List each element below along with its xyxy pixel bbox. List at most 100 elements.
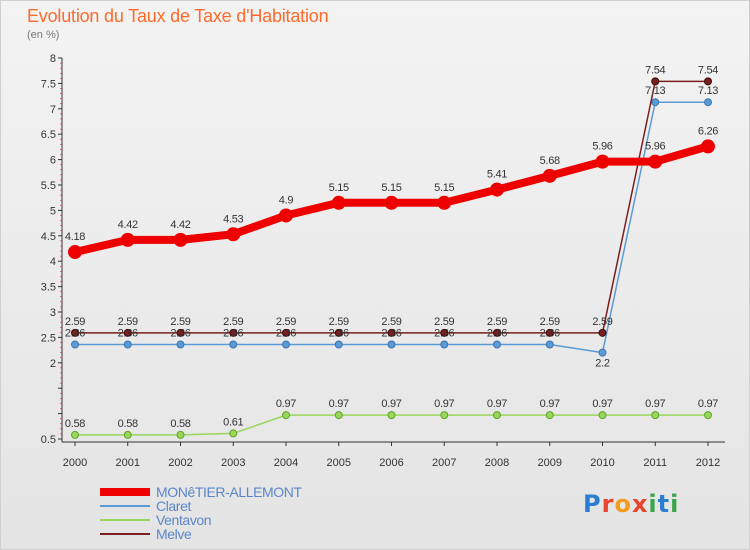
data-label: 4.42	[118, 219, 138, 231]
data-point	[71, 430, 79, 439]
logo-letter: t	[657, 490, 671, 518]
data-point	[651, 77, 660, 86]
data-point	[176, 430, 185, 439]
data-point	[648, 154, 663, 169]
data-point	[440, 340, 449, 349]
logo-letter: o	[614, 490, 632, 518]
data-label: 5.68	[540, 155, 560, 167]
data-label: 2.36	[65, 328, 85, 340]
data-point	[68, 245, 82, 260]
data-point	[701, 139, 715, 154]
data-label: 4.42	[170, 219, 190, 231]
data-label: 5.15	[329, 182, 349, 194]
data-label: 4.53	[223, 213, 243, 225]
data-label: 5.15	[381, 182, 401, 194]
data-point	[598, 411, 607, 420]
data-label: 2.59	[223, 316, 243, 328]
data-label: 0.58	[118, 418, 138, 430]
x-tick-label: 2011	[643, 457, 667, 469]
data-label: 7.54	[698, 64, 718, 76]
data-point	[704, 77, 712, 86]
y-tick-label: 7.5	[41, 78, 56, 90]
y-tick-label: 2	[50, 358, 56, 370]
y-tick-label: 3.5	[41, 282, 56, 294]
legend-label: Claret	[156, 498, 191, 514]
data-label: 2.59	[276, 316, 296, 328]
data-label: 0.97	[329, 398, 349, 410]
data-point	[123, 328, 132, 337]
data-label: 0.97	[592, 398, 612, 410]
data-label: 0.97	[381, 398, 401, 410]
data-label: 7.13	[645, 85, 665, 97]
series-ventavon	[71, 411, 712, 439]
x-tick-label: 2006	[379, 457, 403, 469]
data-point	[331, 195, 346, 210]
data-point	[334, 340, 343, 349]
data-label: 2.59	[329, 316, 349, 328]
data-point	[595, 154, 610, 169]
data-point	[437, 195, 452, 210]
data-label: 2.36	[381, 328, 401, 340]
data-label: 2.36	[276, 328, 296, 340]
data-point	[384, 195, 399, 210]
data-point	[651, 411, 660, 420]
data-point	[279, 208, 293, 223]
data-label: 2.2	[595, 358, 610, 370]
data-label: 2.59	[381, 316, 401, 328]
data-point	[282, 411, 290, 420]
data-point	[176, 328, 185, 337]
data-label: 0.97	[276, 398, 296, 410]
data-label: 0.61	[223, 416, 243, 428]
data-label: 5.41	[487, 169, 507, 181]
x-tick-label: 2003	[221, 457, 245, 469]
y-tick-label: 2.5	[41, 332, 56, 344]
data-label: 0.97	[487, 398, 507, 410]
data-point	[387, 340, 396, 349]
data-label: 0.97	[698, 398, 718, 410]
data-label: 6.26	[698, 125, 718, 137]
y-tick-label: 8	[50, 53, 56, 65]
data-point	[704, 411, 712, 420]
y-tick-label: 6.5	[41, 129, 56, 141]
data-label: 5.96	[592, 141, 612, 153]
logo-letter: r	[601, 490, 615, 518]
x-tick-label: 2008	[485, 457, 509, 469]
data-point	[334, 411, 343, 420]
series-melve	[71, 77, 712, 337]
data-point	[387, 328, 396, 337]
data-label: 2.36	[434, 328, 454, 340]
data-label: 0.97	[434, 398, 454, 410]
data-point	[598, 348, 607, 357]
data-point	[71, 328, 79, 337]
data-point	[226, 227, 241, 242]
y-tick-label: 4.5	[41, 231, 56, 243]
legend-swatch	[100, 519, 150, 521]
data-label: 0.97	[540, 398, 560, 410]
data-label: 4.9	[279, 194, 294, 206]
logo-letter: i	[670, 490, 680, 518]
proxiti-logo: Proxiti	[583, 490, 679, 518]
data-label: 2.59	[65, 316, 85, 328]
data-point	[229, 340, 238, 349]
data-label: 4.18	[65, 231, 85, 243]
x-tick-label: 2002	[168, 457, 192, 469]
data-point	[387, 411, 396, 420]
data-point	[598, 328, 607, 337]
data-label: 2.59	[434, 316, 454, 328]
legend-swatch	[100, 488, 150, 496]
chart-subtitle: (en %)	[27, 29, 60, 41]
data-point	[229, 328, 238, 337]
x-tick-label: 2009	[538, 457, 562, 469]
data-point	[545, 328, 554, 337]
data-point	[176, 340, 185, 349]
data-label: 2.36	[329, 328, 349, 340]
x-tick-label: 2004	[274, 457, 298, 469]
y-tick-label: 5.5	[41, 180, 56, 192]
data-point	[282, 340, 290, 349]
data-label: 2.36	[118, 328, 138, 340]
data-point	[123, 430, 132, 439]
data-point	[123, 340, 132, 349]
data-label: 2.59	[170, 316, 190, 328]
